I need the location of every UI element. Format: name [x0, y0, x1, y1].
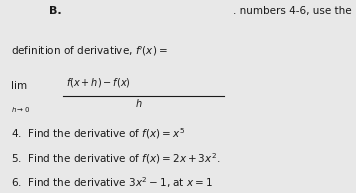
Text: 6.  Find the derivative $3x^2 - 1$, at $x = 1$: 6. Find the derivative $3x^2 - 1$, at $x… [11, 175, 213, 190]
Text: $h\to0$: $h\to0$ [11, 105, 30, 114]
Text: $f(x+h)-f(x)$: $f(x+h)-f(x)$ [66, 76, 131, 89]
Text: B.: B. [48, 6, 61, 16]
Text: 4.  Find the derivative of $f(x) = x^5$: 4. Find the derivative of $f(x) = x^5$ [11, 126, 185, 141]
Text: . numbers 4-6, use the: . numbers 4-6, use the [233, 6, 352, 16]
Text: $h$: $h$ [135, 97, 143, 109]
Text: lim: lim [11, 81, 27, 91]
Text: definition of derivative, $f'(x) =$: definition of derivative, $f'(x) =$ [11, 45, 168, 58]
Text: 5.  Find the derivative of $f(x) = 2x + 3x^2$.: 5. Find the derivative of $f(x) = 2x + 3… [11, 152, 221, 166]
